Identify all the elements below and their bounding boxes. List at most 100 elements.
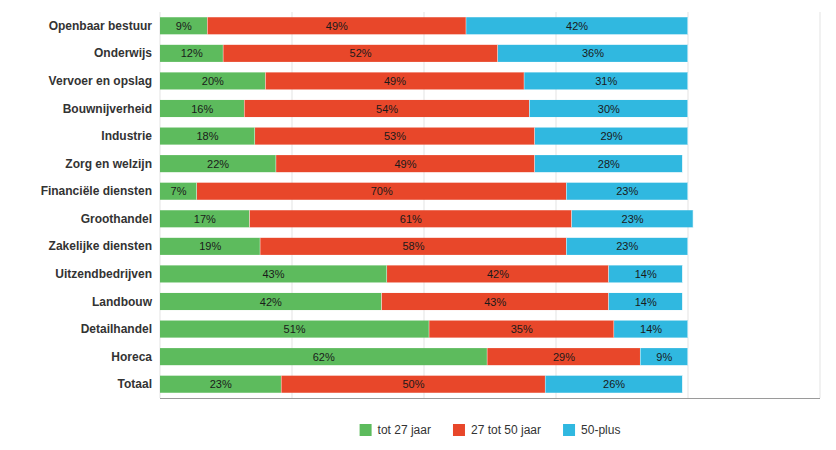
category-label: Groothandel <box>81 212 152 226</box>
bar-segment <box>429 321 614 338</box>
legend: tot 27 jaar27 tot 50 jaar50-plus <box>360 423 621 437</box>
bar-segment <box>572 210 693 227</box>
data-label: 31% <box>595 75 617 87</box>
category-label: Zorg en welzijn <box>65 157 152 171</box>
grid-line <box>820 12 821 398</box>
segment-separator <box>688 348 689 365</box>
data-label: 9% <box>656 351 672 363</box>
data-label: 42% <box>487 268 509 280</box>
bar-segment <box>614 321 688 338</box>
legend-label: 50-plus <box>581 423 620 437</box>
category-label: Totaal <box>118 377 152 391</box>
bar-segment <box>535 128 688 145</box>
bar-segment <box>255 128 535 145</box>
x-axis-line <box>160 398 820 399</box>
segment-separator <box>688 128 689 145</box>
segment-separator <box>682 376 683 393</box>
bar-segment <box>382 293 609 310</box>
bar-segment <box>545 376 682 393</box>
bar-segment <box>160 183 197 200</box>
data-label: 42% <box>566 20 588 32</box>
data-labels: 23%62%51%42%43%19%17%7%22%18%16%20%12%9%… <box>171 20 673 390</box>
grid-line <box>424 12 425 398</box>
data-label: 62% <box>313 351 335 363</box>
data-label: 14% <box>640 323 662 335</box>
segment-separator <box>688 183 689 200</box>
bar-segment <box>567 183 688 200</box>
bar-segment <box>208 17 467 34</box>
data-label: 19% <box>199 240 221 252</box>
category-label: Openbaar bestuur <box>49 19 153 33</box>
bar-segment <box>160 265 387 282</box>
data-label: 43% <box>263 268 285 280</box>
bar-segment <box>160 128 255 145</box>
bar-segment <box>160 293 382 310</box>
grid <box>160 12 820 398</box>
data-label: 35% <box>511 323 533 335</box>
legend-item: 27 tot 50 jaar <box>453 423 541 437</box>
data-label: 29% <box>600 130 622 142</box>
bar-segment <box>160 17 208 34</box>
data-label: 28% <box>598 158 620 170</box>
segment-separator <box>688 100 689 117</box>
bar-segment <box>160 155 276 172</box>
data-label: 53% <box>384 130 406 142</box>
category-label: Onderwijs <box>94 46 152 60</box>
bar-segment <box>535 155 683 172</box>
segment-separator <box>688 17 689 34</box>
data-label: 16% <box>191 103 213 115</box>
bar-segment <box>160 376 281 393</box>
data-label: 14% <box>635 268 657 280</box>
legend-label: 27 tot 50 jaar <box>471 423 541 437</box>
category-label: Bouwnijverheid <box>63 102 152 116</box>
grid-line <box>160 12 161 398</box>
category-label: Detailhandel <box>81 322 152 336</box>
category-label: Uitzendbedrijven <box>55 267 152 281</box>
segment-separator <box>688 321 689 338</box>
data-label: 49% <box>395 158 417 170</box>
segment-separator <box>693 210 694 227</box>
data-label: 20% <box>202 75 224 87</box>
bar-segment <box>640 348 688 365</box>
bars <box>160 17 693 393</box>
grid-line <box>292 12 293 398</box>
bar-segment <box>609 293 683 310</box>
bar-segment <box>524 72 688 89</box>
bar-segment <box>530 100 688 117</box>
data-label: 50% <box>402 378 424 390</box>
bar-segment <box>276 155 535 172</box>
data-label: 70% <box>371 185 393 197</box>
data-label: 26% <box>603 378 625 390</box>
data-label: 52% <box>350 47 372 59</box>
legend-item: 50-plus <box>563 423 620 437</box>
grid-line <box>556 12 557 398</box>
bar-segment <box>266 72 525 89</box>
data-label: 30% <box>598 103 620 115</box>
legend-swatch <box>453 424 465 436</box>
data-label: 9% <box>176 20 192 32</box>
bar-segment <box>160 210 250 227</box>
segment-separator <box>682 155 683 172</box>
legend-swatch <box>563 424 575 436</box>
data-label: 29% <box>553 351 575 363</box>
bar-segment <box>160 238 260 255</box>
data-label: 23% <box>622 213 644 225</box>
bar-segment <box>387 265 609 282</box>
segment-separator <box>688 72 689 89</box>
bar-segment <box>466 17 688 34</box>
bar-segment <box>567 238 688 255</box>
data-label: 18% <box>197 130 219 142</box>
data-label: 49% <box>384 75 406 87</box>
bar-segment <box>197 183 567 200</box>
data-label: 7% <box>171 185 187 197</box>
category-label: Horeca <box>111 350 152 364</box>
data-label: 36% <box>582 47 604 59</box>
bar-segment <box>160 348 487 365</box>
data-label: 58% <box>402 240 424 252</box>
bar-segment <box>609 265 683 282</box>
bar-segment <box>250 210 572 227</box>
data-label: 49% <box>326 20 348 32</box>
bar-segment <box>498 45 688 62</box>
data-label: 43% <box>484 296 506 308</box>
data-label: 22% <box>207 158 229 170</box>
